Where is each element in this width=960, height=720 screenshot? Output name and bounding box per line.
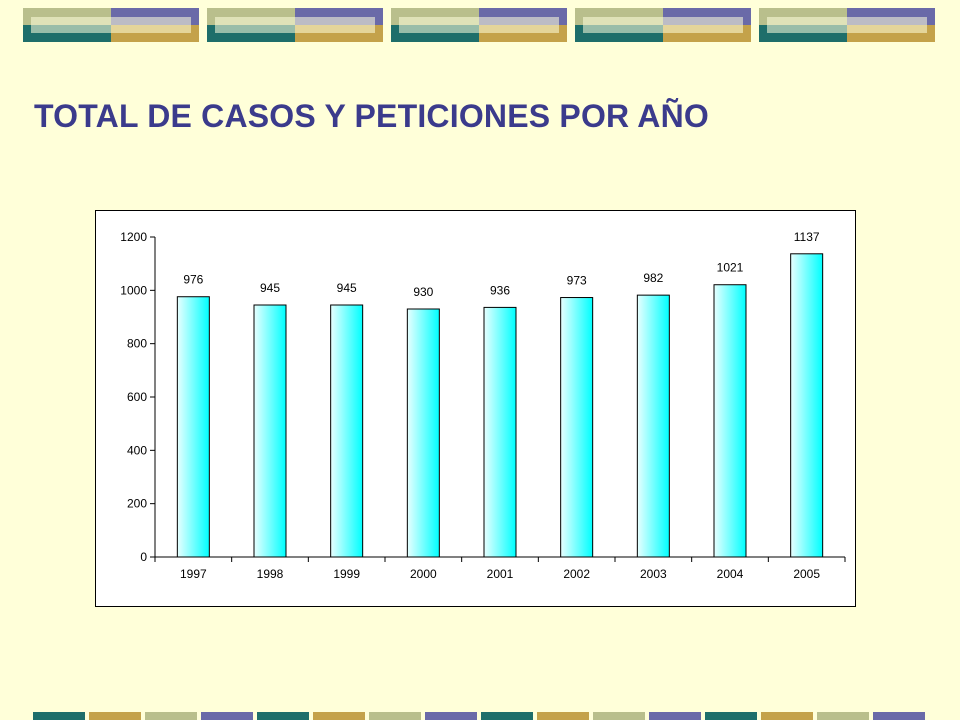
y-tick-label: 0 [140, 550, 147, 564]
x-tick-label-1998: 1998 [257, 567, 284, 581]
data-label-2002: 973 [567, 274, 587, 288]
data-label-2005: 1137 [794, 230, 820, 244]
decor-segment [201, 712, 253, 720]
slide-title: TOTAL DE CASOS Y PETICIONES POR AÑO [34, 98, 709, 134]
decor-segment [593, 712, 645, 720]
decor-segment [481, 712, 533, 720]
x-tick-label-2004: 2004 [717, 567, 744, 581]
x-tick-label-2001: 2001 [487, 567, 514, 581]
decor-segment [537, 712, 589, 720]
bar-2003 [636, 294, 670, 558]
data-label-2004: 1021 [717, 261, 744, 275]
data-label-2000: 930 [413, 285, 433, 299]
bar-2002 [560, 297, 594, 558]
decor-tile-3 [391, 8, 567, 42]
x-tick-label-1999: 1999 [333, 567, 360, 581]
top-decoration [23, 8, 940, 42]
decor-segment [257, 712, 309, 720]
decor-tile-1 [23, 8, 199, 42]
y-tick-label: 400 [127, 443, 147, 457]
y-tick-label: 800 [127, 337, 147, 351]
decor-segment [705, 712, 757, 720]
bar-2005 [790, 253, 824, 558]
data-label-2003: 982 [643, 271, 663, 285]
decor-tile-4 [575, 8, 751, 42]
bar-2004 [713, 284, 747, 558]
x-tick-label-2002: 2002 [563, 567, 590, 581]
y-tick-label: 1000 [120, 283, 147, 297]
x-tick-label-2003: 2003 [640, 567, 667, 581]
decor-segment [649, 712, 701, 720]
data-label-1997: 976 [183, 273, 203, 287]
bottom-decoration [33, 712, 940, 720]
data-label-2001: 936 [490, 283, 510, 297]
decor-segment [817, 712, 869, 720]
decor-segment [145, 712, 197, 720]
bar-2001 [483, 306, 517, 558]
bar-1997 [176, 296, 210, 558]
decor-segment [761, 712, 813, 720]
y-tick-label: 600 [127, 390, 147, 404]
x-tick-label-1997: 1997 [180, 567, 207, 581]
decor-segment [313, 712, 365, 720]
y-tick-label: 1200 [120, 230, 147, 244]
decor-tile-5 [759, 8, 935, 42]
bar-1998 [253, 304, 287, 558]
bar-2000 [406, 308, 440, 558]
decor-segment [89, 712, 141, 720]
bar-1999 [330, 304, 364, 558]
data-label-1999: 945 [337, 281, 357, 295]
chart-area: 0 200 400 600 800 1000 1200 976 1997 945 1998 945 19… [95, 210, 856, 607]
decor-segment [33, 712, 85, 720]
decor-segment [369, 712, 421, 720]
x-tick-label-2000: 2000 [410, 567, 437, 581]
x-tick-label-2005: 2005 [793, 567, 820, 581]
data-label-1998: 945 [260, 281, 280, 295]
bar-chart: 0 200 400 600 800 1000 1200 976 1997 945 1998 945 19… [120, 230, 846, 581]
decor-segment [425, 712, 477, 720]
decor-segment [873, 712, 925, 720]
decor-tile-2 [207, 8, 383, 42]
y-tick-label: 200 [127, 497, 147, 511]
